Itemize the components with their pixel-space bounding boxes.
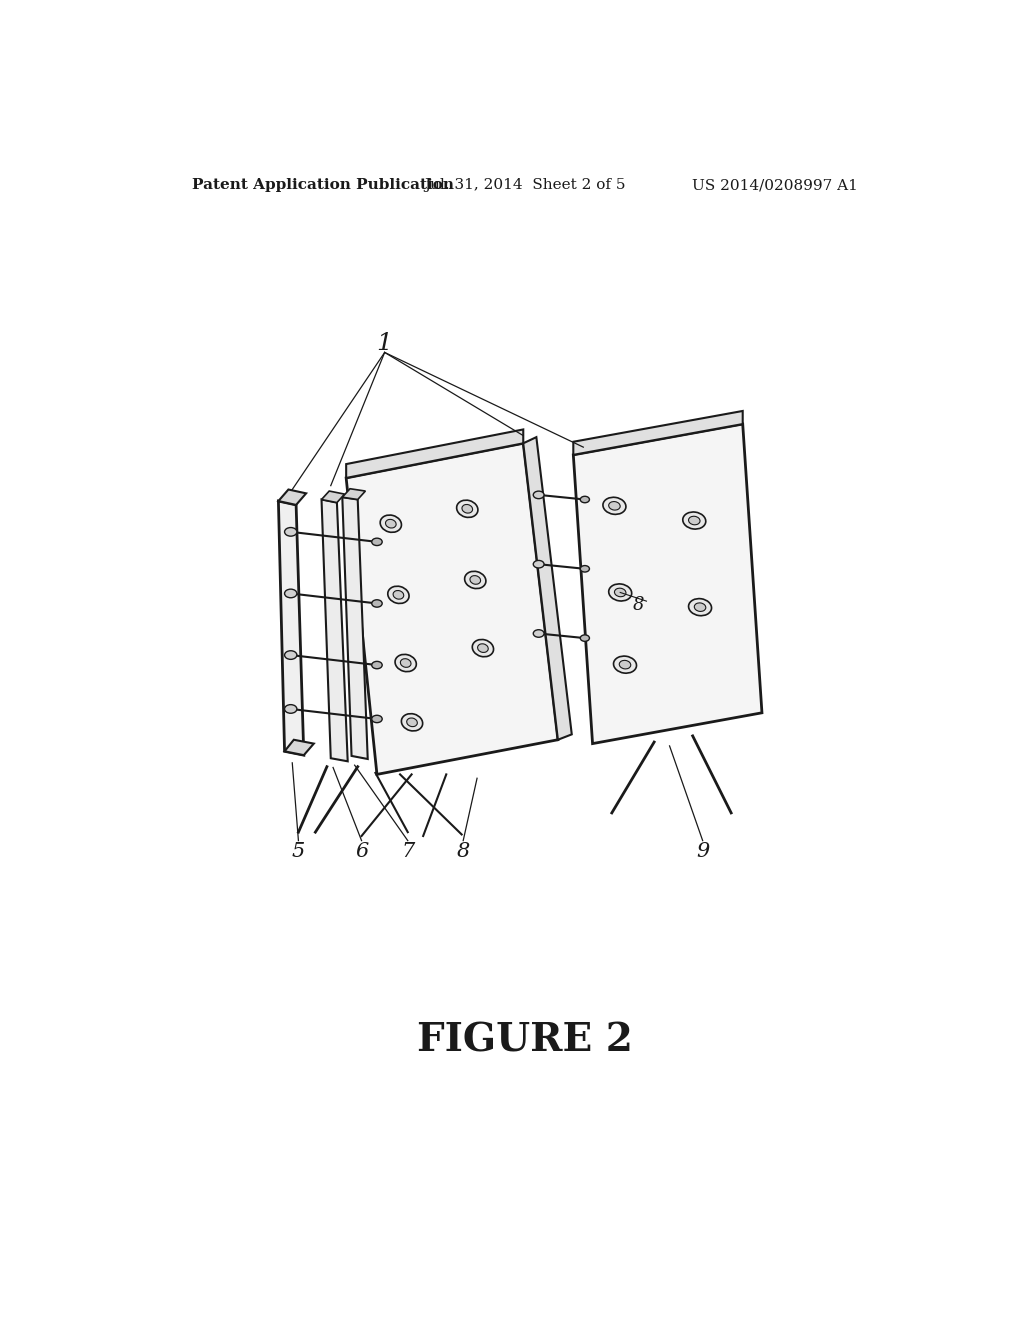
Ellipse shape bbox=[688, 516, 700, 525]
Ellipse shape bbox=[372, 599, 382, 607]
Text: FIGURE 2: FIGURE 2 bbox=[417, 1022, 633, 1059]
Ellipse shape bbox=[534, 491, 544, 499]
Ellipse shape bbox=[395, 655, 417, 672]
Ellipse shape bbox=[457, 500, 478, 517]
Polygon shape bbox=[523, 437, 571, 739]
Ellipse shape bbox=[285, 528, 297, 536]
Polygon shape bbox=[573, 424, 762, 743]
Text: 8: 8 bbox=[633, 597, 644, 614]
Polygon shape bbox=[322, 491, 345, 503]
Ellipse shape bbox=[534, 630, 544, 638]
Text: Jul. 31, 2014  Sheet 2 of 5: Jul. 31, 2014 Sheet 2 of 5 bbox=[424, 178, 626, 193]
Ellipse shape bbox=[694, 603, 706, 611]
Ellipse shape bbox=[372, 661, 382, 669]
Polygon shape bbox=[279, 490, 306, 506]
Ellipse shape bbox=[385, 519, 396, 528]
Text: Patent Application Publication: Patent Application Publication bbox=[193, 178, 455, 193]
Ellipse shape bbox=[614, 589, 626, 597]
Ellipse shape bbox=[372, 539, 382, 545]
Ellipse shape bbox=[620, 660, 631, 669]
Ellipse shape bbox=[470, 576, 480, 585]
Ellipse shape bbox=[462, 504, 473, 513]
Ellipse shape bbox=[407, 718, 418, 726]
Ellipse shape bbox=[393, 590, 403, 599]
Ellipse shape bbox=[608, 502, 621, 510]
Ellipse shape bbox=[581, 635, 590, 642]
Polygon shape bbox=[279, 502, 304, 755]
Ellipse shape bbox=[608, 583, 632, 601]
Ellipse shape bbox=[285, 651, 297, 660]
Polygon shape bbox=[573, 411, 742, 455]
Ellipse shape bbox=[534, 561, 544, 568]
Ellipse shape bbox=[465, 572, 486, 589]
Polygon shape bbox=[342, 488, 366, 499]
Ellipse shape bbox=[581, 565, 590, 572]
Text: 1: 1 bbox=[377, 331, 392, 355]
Text: 9: 9 bbox=[696, 842, 710, 861]
Text: 5: 5 bbox=[292, 842, 305, 861]
Ellipse shape bbox=[372, 715, 382, 722]
Polygon shape bbox=[285, 739, 313, 755]
Text: 6: 6 bbox=[355, 842, 369, 861]
Ellipse shape bbox=[380, 515, 401, 532]
Ellipse shape bbox=[400, 659, 411, 668]
Polygon shape bbox=[346, 444, 558, 775]
Ellipse shape bbox=[688, 598, 712, 615]
Ellipse shape bbox=[683, 512, 706, 529]
Text: 7: 7 bbox=[401, 842, 415, 861]
Text: US 2014/0208997 A1: US 2014/0208997 A1 bbox=[691, 178, 857, 193]
Ellipse shape bbox=[285, 705, 297, 713]
Text: 8: 8 bbox=[457, 842, 470, 861]
Ellipse shape bbox=[603, 498, 626, 515]
Ellipse shape bbox=[388, 586, 409, 603]
Polygon shape bbox=[346, 429, 523, 478]
Ellipse shape bbox=[477, 644, 488, 652]
Ellipse shape bbox=[581, 496, 590, 503]
Ellipse shape bbox=[285, 589, 297, 598]
Ellipse shape bbox=[613, 656, 637, 673]
Ellipse shape bbox=[401, 714, 423, 731]
Polygon shape bbox=[342, 498, 368, 759]
Polygon shape bbox=[322, 499, 348, 762]
Ellipse shape bbox=[472, 639, 494, 657]
